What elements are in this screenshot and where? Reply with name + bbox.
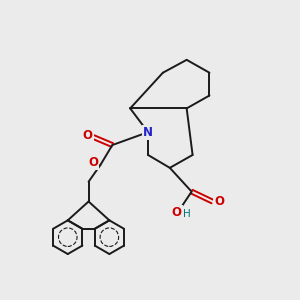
Text: O: O xyxy=(82,129,93,142)
Text: O: O xyxy=(214,195,224,208)
Text: O: O xyxy=(88,156,98,170)
Text: O: O xyxy=(172,206,182,219)
Text: H: H xyxy=(183,209,190,219)
Text: N: N xyxy=(143,126,153,139)
